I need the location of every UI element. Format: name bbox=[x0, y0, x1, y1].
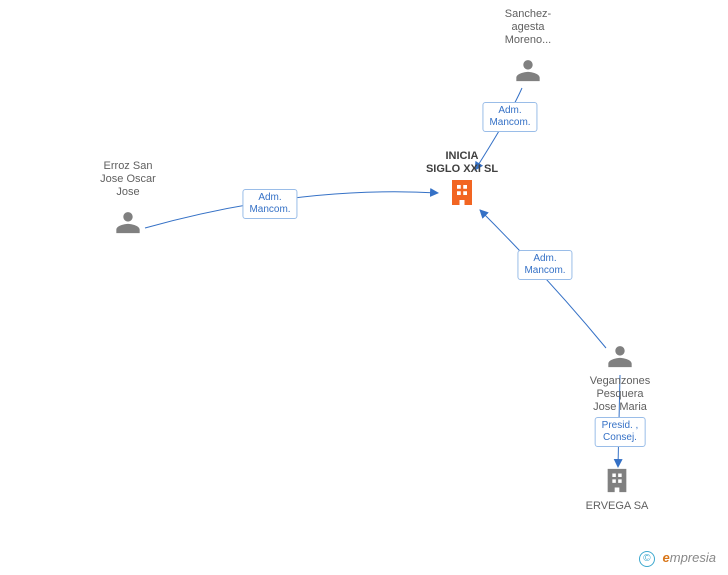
person-icon bbox=[114, 208, 142, 241]
edge-label-presid-consej: Presid. , Consej. bbox=[595, 417, 646, 447]
company-label-ervega: ERVEGA SA bbox=[572, 500, 662, 513]
edge-label-adm-mancom: Adm. Mancom. bbox=[517, 250, 572, 280]
person-label-veganzones: Veganzones Pesquera Jose Maria bbox=[575, 375, 665, 414]
person-icon bbox=[514, 56, 542, 89]
building-icon bbox=[603, 467, 631, 500]
person-icon bbox=[606, 342, 634, 375]
building-icon bbox=[447, 178, 477, 213]
person-label-erroz: Erroz San Jose Oscar Jose bbox=[83, 160, 173, 199]
watermark: © empresia bbox=[639, 550, 716, 567]
person-label-sanchez: Sanchez- agesta Moreno... bbox=[483, 8, 573, 47]
company-label-inicia: INICIA SIGLO XXI SL bbox=[407, 150, 517, 176]
edge-label-adm-mancom: Adm. Mancom. bbox=[482, 102, 537, 132]
edge-label-adm-mancom: Adm. Mancom. bbox=[242, 189, 297, 219]
copyright-icon: © bbox=[639, 551, 655, 567]
